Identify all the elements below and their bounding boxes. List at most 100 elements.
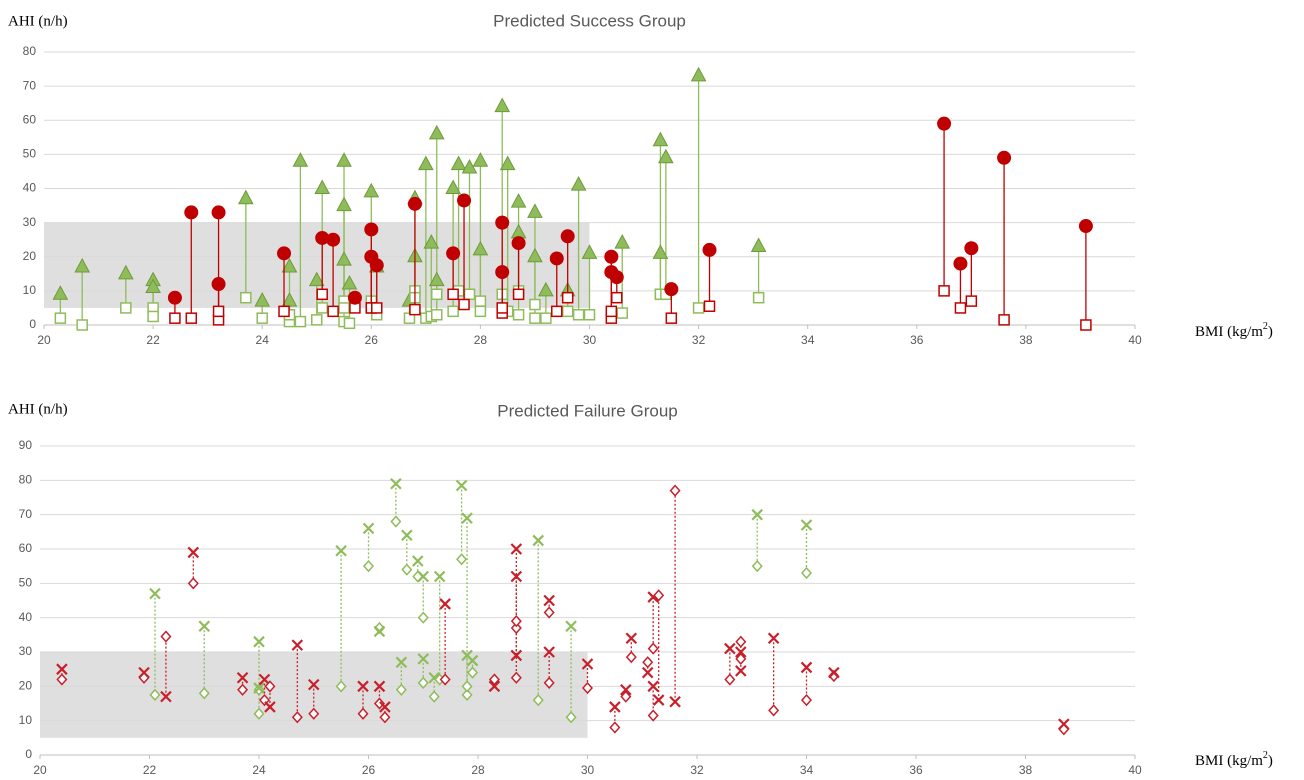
marker-square [431,309,443,321]
marker-square [311,314,323,326]
x-tick-label: 22 [143,763,157,777]
marker-diamond [160,630,172,643]
marker-square [54,312,67,324]
marker-square [278,305,290,318]
marker-diamond [800,566,813,580]
marker-square [529,298,541,311]
marker-diamond [510,671,522,684]
marker-diamond [308,707,320,720]
marker-square [338,302,350,314]
marker-triangle [750,237,767,253]
marker-triangle [527,247,543,263]
marker-triangle [281,257,298,273]
x-tick-label: 34 [801,333,815,347]
y-tick-label: 70 [19,507,33,521]
marker-cross [828,666,840,679]
marker-triangle [52,285,69,300]
marker-diamond [642,656,654,669]
y-tick-label: 60 [19,541,33,555]
marker-square [120,302,132,314]
marker-circle [446,246,461,261]
marker-triangle [527,203,543,218]
marker-cross [439,598,451,610]
marker-triangle [341,274,358,290]
marker-square [938,285,950,297]
marker-circle [326,232,341,247]
marker-triangle [658,148,674,164]
marker-triangle [423,234,440,249]
marker-cross [307,678,320,691]
marker-square [954,302,967,314]
y-tick-label: 0 [29,317,36,331]
marker-square [540,312,552,324]
marker-triangle [614,234,631,249]
marker-square [551,305,563,318]
marker-square [572,309,585,321]
marker-square [147,310,159,323]
marker-square [169,312,181,324]
marker-circle [277,246,292,261]
marker-triangle [472,240,489,256]
marker-diamond [395,683,407,696]
marker-cross [767,632,780,645]
x-tick-label: 40 [1128,763,1142,777]
marker-triangle [117,264,134,280]
marker-circle [457,193,472,208]
marker-cross [652,694,665,706]
marker-cross [735,665,747,677]
x-tick-label: 38 [1019,763,1033,777]
marker-diamond [291,711,303,724]
marker-circle [964,241,979,256]
x-tick-label: 36 [909,763,923,777]
y-tick-label: 0 [25,747,32,761]
x-axis-label-part: ) [1268,324,1273,340]
marker-circle [560,229,575,244]
marker-cross [510,570,523,583]
marker-cross [379,701,391,713]
marker-triangle [581,244,598,259]
marker-square [474,305,487,318]
marker-circle [364,222,379,237]
marker-square [371,302,383,314]
y-tick-label: 70 [23,78,37,92]
marker-diamond [390,515,402,528]
marker-circle [347,290,362,305]
y-tick-label: 40 [19,610,33,624]
x-tick-label: 28 [471,763,485,777]
marker-square [692,302,705,314]
marker-triangle [292,152,309,167]
marker-cross [800,661,813,674]
x-tick-label: 30 [581,763,595,777]
marker-diamond [253,707,265,720]
marker-cross [724,642,736,655]
marker-triangle [652,244,669,259]
marker-circle [511,236,526,251]
marker-cross [198,620,211,633]
marker-diamond [428,690,440,703]
marker-diamond [620,690,632,703]
marker-cross [138,666,150,679]
marker-circle [211,277,226,292]
marker-square [76,319,88,331]
marker-triangle [652,131,669,147]
x-tick-label: 20 [37,333,51,347]
marker-diamond [237,683,249,696]
marker-diamond [461,688,473,702]
marker-diamond [417,611,429,624]
chart-title: Predicted Success Group [493,11,686,30]
marker-circle [184,205,199,220]
marker-cross [236,671,249,684]
marker-cross [373,680,386,693]
marker-circle [369,258,384,273]
marker-cross [455,479,468,492]
marker-circle [702,242,717,257]
y-axis-label: AHI (n/h) [8,401,68,417]
marker-diamond [800,693,813,707]
marker-diamond [439,673,451,686]
marker-diamond [510,621,522,635]
marker-diamond [751,560,763,573]
y-tick-label: 20 [19,679,33,693]
marker-triangle [237,189,254,205]
marker-cross [160,690,172,703]
marker-square [512,288,525,301]
